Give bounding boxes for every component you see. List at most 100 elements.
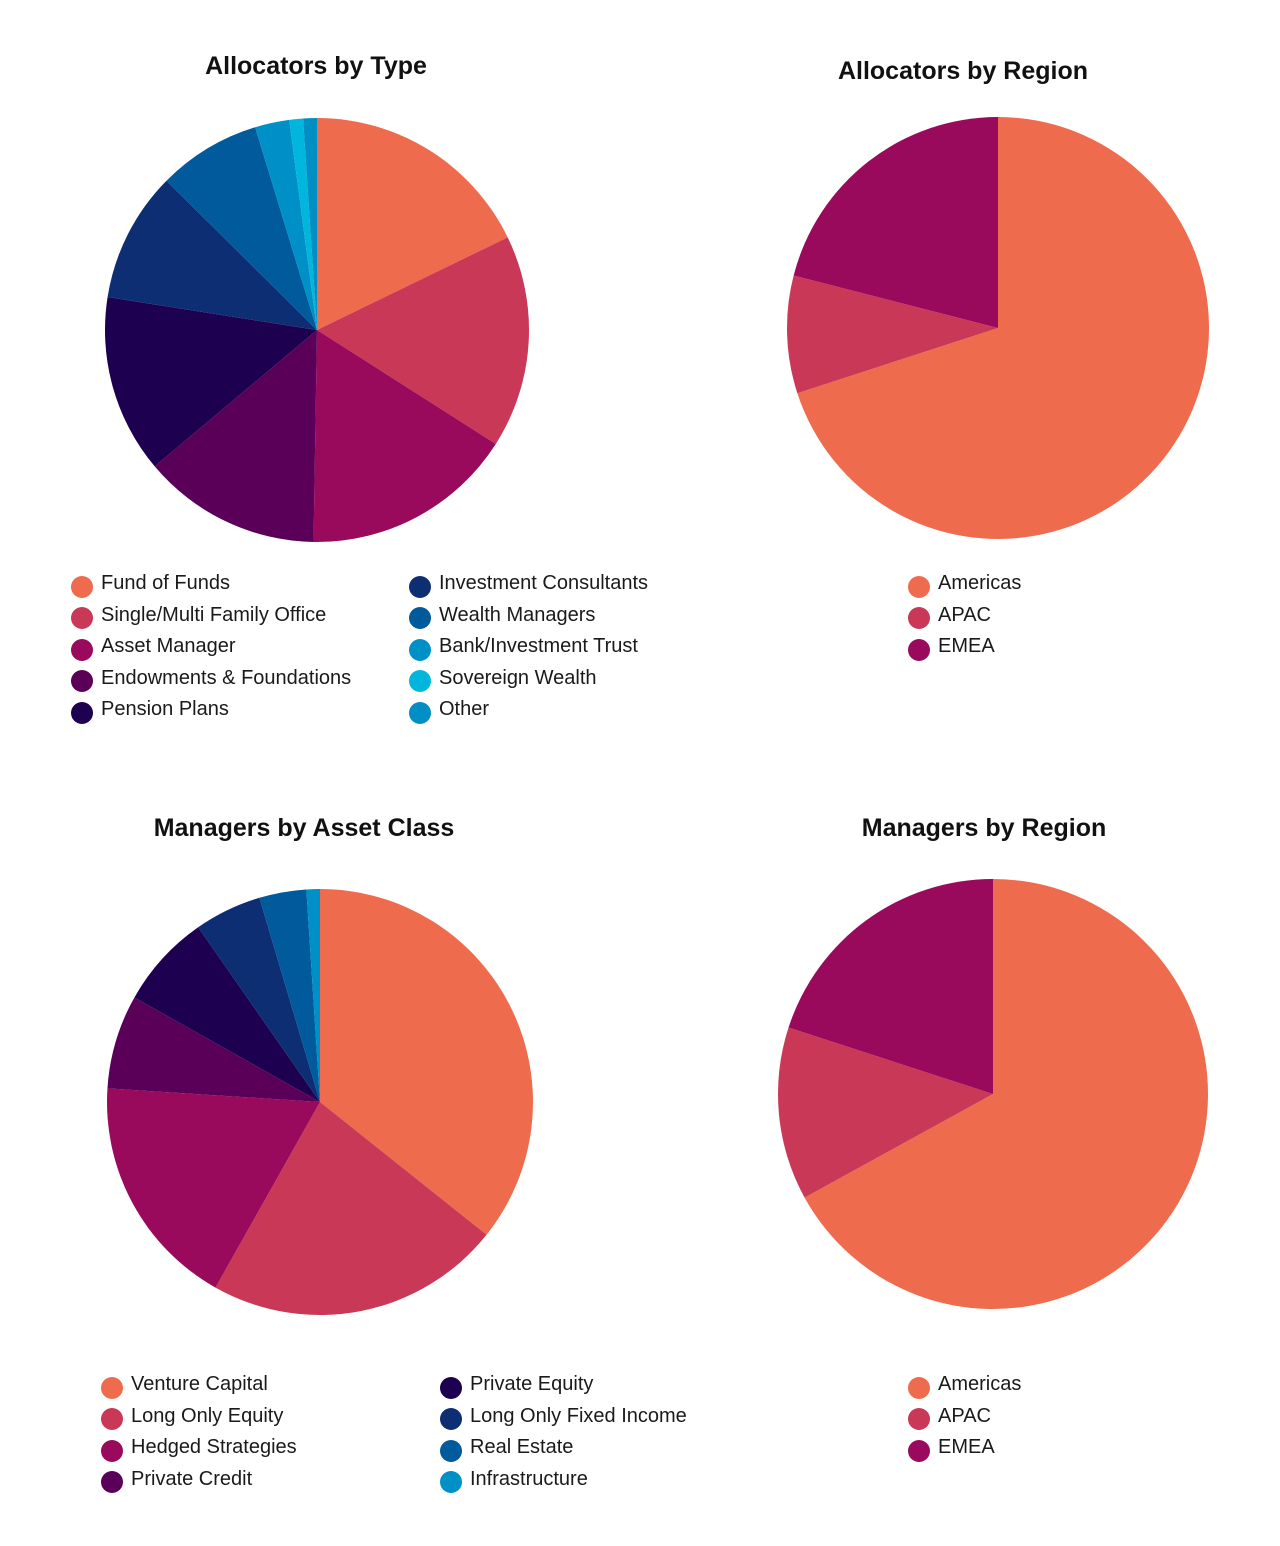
- legend-label: Americas: [938, 572, 1022, 595]
- legend-label: Wealth Managers: [439, 603, 596, 626]
- slice-apac: [778, 1027, 993, 1198]
- legend-item-endowments-foundations: Endowments & Foundations: [71, 663, 351, 695]
- legend-label: Fund of Funds: [101, 572, 230, 595]
- legend-label: Investment Consultants: [439, 572, 648, 595]
- slice-americas: [797, 117, 1209, 539]
- legend-swatch: [440, 1439, 462, 1462]
- slice-private-credit: [107, 997, 321, 1102]
- legend-label: Single/Multi Family Office: [101, 603, 327, 626]
- legend-label: Private Equity: [470, 1373, 594, 1396]
- legend-label: EMEA: [938, 1436, 995, 1459]
- legend-item-private-equity: Private Equity: [440, 1369, 687, 1401]
- pie-allocators-type: [105, 118, 530, 542]
- slice-sovereign-wealth: [289, 118, 317, 330]
- legend-swatch: [409, 575, 431, 598]
- legend-swatch: [440, 1376, 462, 1399]
- legend-swatch: [908, 638, 930, 661]
- slice-apac: [786, 275, 998, 394]
- legend-item-apac: APAC: [908, 1401, 1021, 1433]
- legend-swatch: [71, 701, 93, 724]
- legend-swatch: [409, 701, 431, 724]
- legend-item-sovereign-wealth: Sovereign Wealth: [409, 663, 648, 695]
- legend-swatch: [71, 575, 93, 598]
- slice-private-equity: [134, 927, 320, 1102]
- legend-item-investment-consultants: Investment Consultants: [409, 568, 648, 600]
- legend-column: Americas APAC EMEA: [908, 568, 1021, 663]
- legend-item-pension-plans: Pension Plans: [71, 694, 351, 726]
- legend-item-infrastructure: Infrastructure: [440, 1464, 687, 1496]
- legend-item-long-only-equity: Long Only Equity: [101, 1401, 297, 1433]
- slice-hedged-strategies: [107, 1088, 320, 1288]
- legend-swatch: [101, 1376, 123, 1399]
- legend-swatch: [409, 670, 431, 693]
- legend-item-fund-of-funds: Fund of Funds: [71, 568, 351, 600]
- legend-item-apac: APAC: [908, 600, 1021, 632]
- legend-swatch: [101, 1471, 123, 1494]
- slice-fund-of-funds: [317, 118, 508, 330]
- legend-swatch: [71, 607, 93, 630]
- legend-item-americas: Americas: [908, 1369, 1021, 1401]
- legend-item-real-estate: Real Estate: [440, 1432, 687, 1464]
- slice-pension-plans: [105, 297, 317, 467]
- legend-column: Investment Consultants Wealth Managers Ban…: [409, 568, 648, 726]
- legend-swatch: [101, 1439, 123, 1462]
- legend-column: Venture Capital Long Only Equity Hedged St…: [101, 1369, 297, 1495]
- slice-infrastructure: [306, 889, 320, 1102]
- legend-label: APAC: [938, 1404, 991, 1427]
- slice-americas: [804, 879, 1208, 1309]
- legend-swatch: [409, 607, 431, 630]
- legend-item-wealth-managers: Wealth Managers: [409, 600, 648, 632]
- slice-emea: [793, 117, 998, 328]
- legend-label: Pension Plans: [101, 698, 229, 721]
- legend-swatch: [908, 1439, 930, 1462]
- slice-venture-capital: [320, 889, 533, 1235]
- slice-emea: [788, 879, 993, 1094]
- chart-title: Managers by Asset Class: [153, 814, 455, 842]
- legend-swatch: [908, 1376, 930, 1399]
- legend-item-bank-investment-trust: Bank/Investment Trust: [409, 631, 648, 663]
- chart-title: Allocators by Region: [837, 57, 1089, 85]
- slice-long-only-fixed-income: [198, 897, 320, 1102]
- legend-label: Venture Capital: [131, 1373, 268, 1396]
- legend-swatch: [908, 1408, 930, 1431]
- legend-label: Infrastructure: [470, 1467, 588, 1490]
- legend-item-asset-manager: Asset Manager: [71, 631, 351, 663]
- slice-single-multi-family-office: [317, 237, 530, 444]
- slice-endowments-foundations: [154, 330, 317, 542]
- legend-swatch: [71, 670, 93, 693]
- legend-label: APAC: [938, 603, 991, 626]
- legend-label: Long Only Equity: [131, 1404, 284, 1427]
- slice-investment-consultants: [107, 180, 317, 330]
- legend-item-long-only-fixed-income: Long Only Fixed Income: [440, 1401, 687, 1433]
- slice-real-estate: [259, 889, 320, 1102]
- legend-label: Sovereign Wealth: [439, 666, 597, 689]
- slice-bank-investment-trust: [255, 119, 317, 330]
- pie-managers-asset-class: [107, 889, 533, 1315]
- legend-label: Endowments & Foundations: [101, 666, 352, 689]
- legend-label: Other: [439, 698, 490, 721]
- legend-item-venture-capital: Venture Capital: [101, 1369, 297, 1401]
- legend-label: Americas: [938, 1373, 1022, 1396]
- legend-swatch: [908, 575, 930, 598]
- legend-column: Americas APAC EMEA: [908, 1369, 1021, 1464]
- slice-long-only-equity: [215, 1102, 487, 1315]
- legend-item-other: Other: [409, 694, 648, 726]
- legend-label: Bank/Investment Trust: [439, 635, 638, 658]
- legend-label: Real Estate: [470, 1436, 574, 1459]
- legend-item-americas: Americas: [908, 568, 1021, 600]
- legend-swatch: [908, 607, 930, 630]
- legend-item-emea: EMEA: [908, 1432, 1021, 1464]
- legend-label: Hedged Strategies: [131, 1436, 297, 1459]
- legend-label: Private Credit: [131, 1467, 253, 1490]
- legend-swatch: [409, 638, 431, 661]
- pie-allocators-region: [786, 117, 1209, 539]
- legend-item-private-credit: Private Credit: [101, 1464, 297, 1496]
- legend-swatch: [440, 1471, 462, 1494]
- legend-swatch: [440, 1408, 462, 1431]
- legend-item-emea: EMEA: [908, 631, 1021, 663]
- chart-title: Allocators by Type: [205, 52, 427, 80]
- slice-asset-manager: [313, 330, 496, 542]
- legend-column: Private Equity Long Only Fixed Income Real…: [440, 1369, 687, 1495]
- slice-other: [303, 118, 317, 330]
- legend-label: Asset Manager: [101, 635, 236, 658]
